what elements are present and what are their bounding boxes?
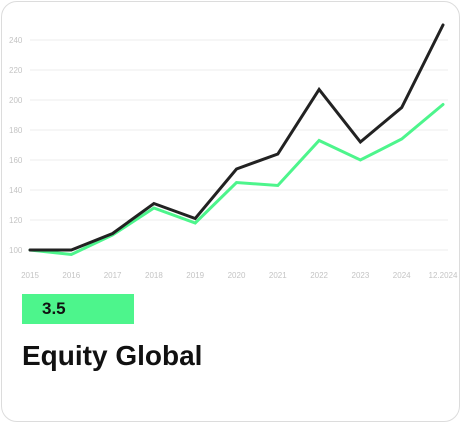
y-axis-ticks: 100 120 140 160 180 200 220 240 [9,36,23,255]
x-tick-label: 2024 [393,271,411,280]
y-tick-label: 140 [9,186,23,195]
y-tick-label: 180 [9,126,23,135]
series-line-dark [28,23,445,252]
y-tick-label: 120 [9,216,23,225]
y-tick-label: 100 [9,246,23,255]
x-tick-label: 2017 [104,271,122,280]
x-tick-label: 2018 [145,271,163,280]
x-tick-label: 12.2024 [429,271,458,280]
x-tick-label: 2021 [269,271,287,280]
series-lines [28,23,445,257]
y-tick-label: 220 [9,66,23,75]
grid-lines [30,39,448,251]
x-tick-label: 2015 [21,271,39,280]
y-tick-label: 160 [9,156,23,165]
y-tick-label: 200 [9,96,23,105]
series-line-green [28,103,445,257]
score-badge: 3.5 [22,294,134,324]
x-tick-label: 2019 [186,271,204,280]
fund-title: Equity Global [22,340,203,371]
x-tick-label: 2022 [310,271,328,280]
x-axis-ticks: 2015 2016 2017 2018 2019 2020 2021 2022 2023 2024… [21,271,458,280]
y-tick-label: 240 [9,36,23,45]
x-tick-label: 2020 [228,271,246,280]
x-tick-label: 2016 [62,271,80,280]
x-tick-label: 2023 [352,271,370,280]
